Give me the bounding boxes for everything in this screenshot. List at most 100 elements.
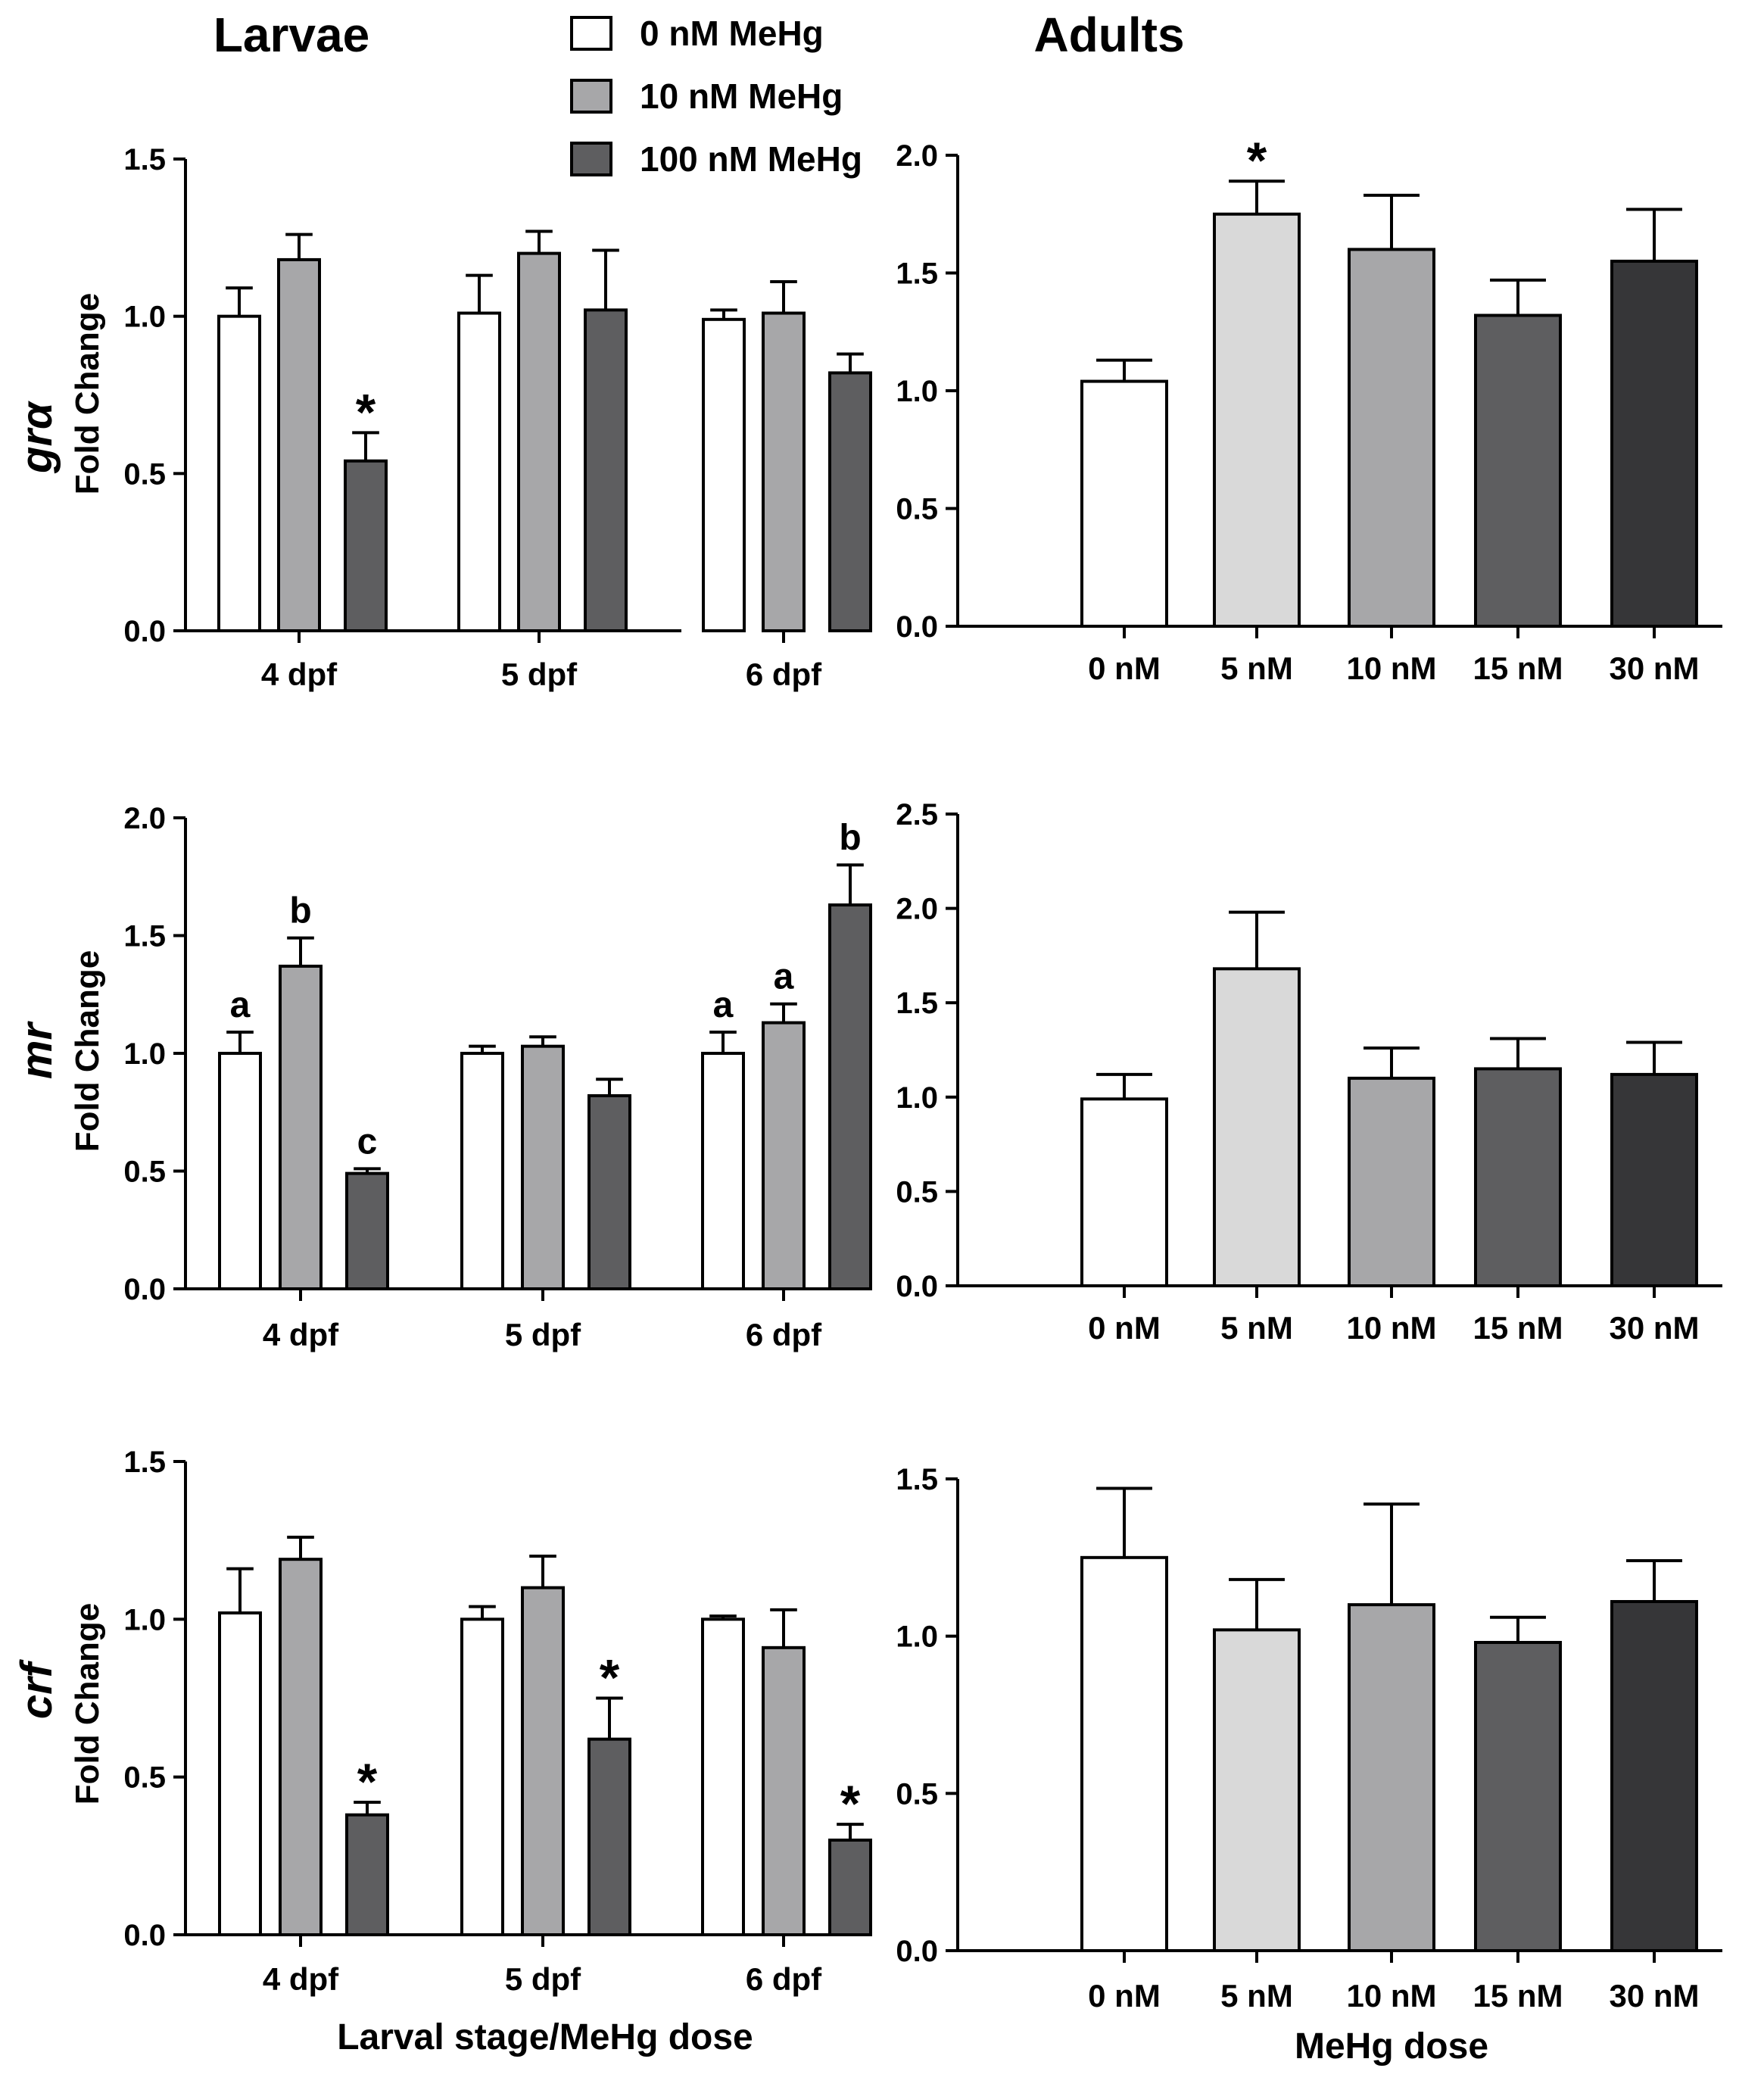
y-tick-label: 0.5 — [123, 457, 166, 491]
legend-swatch-10nm — [570, 79, 612, 114]
significance-star-1-2: * — [600, 1649, 620, 1707]
x-tick-label: 6 dpf — [746, 657, 822, 692]
chart-larvae-crf: 0.0 0.5 1.0 1.5 4 dpf * 5 dpf * 6 dpf * — [123, 1446, 872, 1997]
adults-x-axis-title: MeHg dose — [1295, 2026, 1488, 2067]
x-tick-label: 0 nM — [1088, 1978, 1161, 2014]
bar-4 — [1610, 1599, 1698, 1952]
significance-letter-2-1: a — [774, 957, 794, 997]
y-tick-label: 0.0 — [896, 610, 938, 644]
y-tick-label: 0.0 — [896, 1270, 938, 1303]
y-tick-label: 1.0 — [123, 1037, 166, 1071]
significance-star-0-2: * — [357, 1753, 378, 1811]
legend-label-0nm: 0 nM MeHg — [640, 14, 824, 53]
bar-1-1 — [521, 1044, 565, 1291]
bar-2-0 — [701, 1052, 745, 1290]
y-tick-label: 1.5 — [896, 987, 938, 1020]
chart-adults-mr: 0.0 0.5 1.0 1.5 2.0 2.5 0 nM 5 nM 10 nM 15 nM 30 n… — [896, 798, 1722, 1346]
significance-letter-2-2: b — [839, 818, 861, 858]
bar-4 — [1610, 259, 1698, 628]
bar-1-1 — [517, 251, 561, 632]
y-tick-label: 1.5 — [123, 143, 166, 176]
x-tick-label: 10 nM — [1346, 650, 1436, 686]
chart-larvae-gra: 0.0 0.5 1.0 1.5 4 dpf * 5 dpf 6 dpf — [123, 143, 872, 692]
gene-label-crf: crf — [12, 1658, 61, 1719]
legend-label-100nm: 100 nM MeHg — [640, 139, 862, 179]
y-tick-label: 0.5 — [123, 1761, 166, 1795]
x-tick-label: 0 nM — [1088, 1310, 1161, 1346]
y-tick-label: 1.5 — [896, 257, 938, 291]
x-tick-label: 15 nM — [1473, 1310, 1563, 1346]
bar-1-1 — [521, 1586, 565, 1937]
bar-3 — [1474, 1640, 1562, 1953]
significance-letter-0-2: c — [357, 1121, 378, 1162]
y-tick-label: 0.5 — [123, 1156, 166, 1189]
bar-2-1 — [762, 1021, 806, 1290]
bar-3 — [1474, 314, 1562, 628]
bar-0-0 — [217, 314, 261, 632]
y-tick-label: 0.5 — [896, 493, 938, 526]
x-tick-label: 30 nM — [1609, 1978, 1699, 2014]
y-tick-label: 1.0 — [896, 375, 938, 408]
significance-star-2-2: * — [840, 1775, 861, 1833]
y-tick-label: 0.5 — [896, 1777, 938, 1811]
fold-change-label-crf: Fold Change — [69, 1603, 106, 1805]
larvae-x-axis-title: Larval stage/MeHg dose — [337, 2017, 753, 2057]
adults-title: Adults — [1033, 8, 1184, 62]
x-tick-label: 5 nM — [1220, 650, 1293, 686]
y-tick-label: 0.5 — [896, 1175, 938, 1209]
fold-change-label-mr: Fold Change — [69, 950, 106, 1152]
chart-adults-gra: 0.0 0.5 1.0 1.5 2.0 0 nM 5 nM * 10 nM 15 nM 30 nM — [896, 132, 1722, 686]
bar-1-2 — [587, 1737, 631, 1937]
x-tick-label: 4 dpf — [261, 657, 338, 692]
gene-label-mr: mr — [12, 1021, 61, 1080]
legend: 0 nM MeHg 10 nM MeHg 100 nM MeHg — [570, 14, 862, 179]
y-tick-label: 0.0 — [123, 1273, 166, 1306]
significance-star-0-2: * — [356, 383, 376, 441]
bar-0-2 — [345, 1813, 389, 1937]
x-tick-label: 6 dpf — [746, 1961, 822, 1997]
bar-2-0 — [701, 1617, 745, 1936]
chart-adults-crf: 0.0 0.5 1.0 1.5 0 nM 5 nM 10 nM 15 nM 30 nM — [896, 1463, 1722, 2014]
y-tick-label: 2.0 — [123, 802, 166, 835]
y-tick-label: 0.0 — [896, 1935, 938, 1968]
x-tick-label: 0 nM — [1088, 650, 1161, 686]
bar-2-2 — [828, 1839, 872, 1936]
y-tick-label: 1.0 — [896, 1621, 938, 1654]
x-tick-label: 5 nM — [1220, 1310, 1293, 1346]
bar-0 — [1080, 1097, 1168, 1287]
legend-swatch-0nm — [570, 16, 612, 51]
legend-swatch-100nm — [570, 142, 612, 176]
x-tick-label: 5 dpf — [501, 657, 578, 692]
bar-2 — [1348, 1076, 1435, 1287]
bar-2 — [1348, 248, 1435, 628]
bar-0-1 — [279, 964, 323, 1291]
y-tick-label: 2.0 — [896, 893, 938, 926]
significance-star-1: * — [1247, 132, 1267, 189]
bar-2-0 — [702, 317, 746, 632]
bar-1-0 — [460, 1052, 504, 1290]
bar-2-2 — [828, 903, 872, 1290]
y-tick-label: 0.0 — [123, 615, 166, 648]
bar-1 — [1213, 1628, 1301, 1953]
bar-0-2 — [345, 1171, 389, 1290]
bar-0-1 — [279, 1558, 323, 1937]
bar-1-0 — [460, 1617, 504, 1936]
larvae-title: Larvae — [213, 8, 369, 62]
bar-0-2 — [344, 459, 388, 632]
bar-0 — [1080, 379, 1168, 628]
bar-0-0 — [218, 1611, 262, 1936]
x-tick-label: 6 dpf — [746, 1317, 822, 1352]
gene-label-gra: grα — [12, 401, 61, 474]
legend-label-10nm: 10 nM MeHg — [640, 76, 843, 116]
y-tick-label: 1.0 — [123, 301, 166, 334]
x-tick-label: 4 dpf — [263, 1317, 339, 1352]
bar-2-1 — [762, 311, 806, 632]
bar-1 — [1213, 212, 1301, 628]
bar-1-2 — [584, 308, 628, 632]
bar-1-0 — [457, 311, 501, 632]
x-tick-label: 5 dpf — [505, 1961, 581, 1997]
bar-0 — [1080, 1555, 1168, 1952]
bar-3 — [1474, 1067, 1562, 1288]
